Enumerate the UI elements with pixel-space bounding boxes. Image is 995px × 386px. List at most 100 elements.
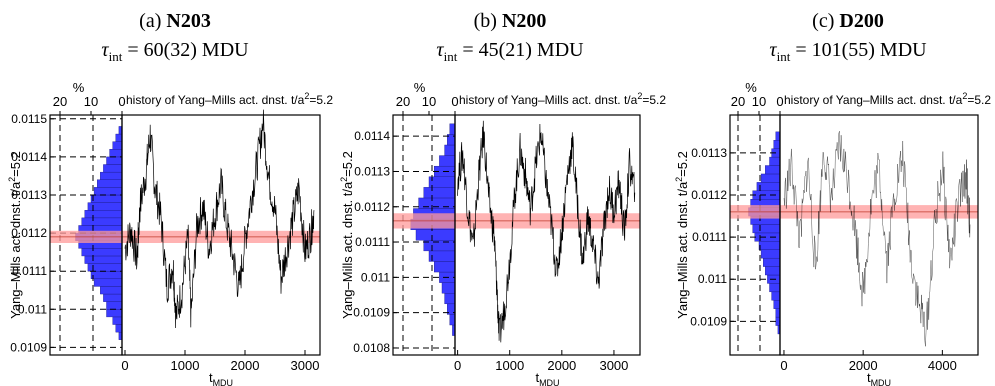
title-text: history of Yang–Mills act. dnst. t/a xyxy=(784,93,963,107)
y-tick-label: 0.0113 xyxy=(11,188,47,202)
x-tick-label: 0 xyxy=(121,358,128,373)
tau-symbol: τ xyxy=(101,39,109,61)
x-tick-label: 0 xyxy=(454,358,461,373)
tau-value: = 60(32) MDU xyxy=(122,39,249,61)
histogram-bar xyxy=(760,249,781,259)
y-tick-label: 0.0111 xyxy=(692,230,727,244)
hist-tick-label: 10 xyxy=(84,94,98,109)
x-tick-label: 2000 xyxy=(849,358,878,373)
history-frame xyxy=(121,114,321,356)
x-axis-label: tMDU xyxy=(209,370,233,386)
histogram-bar xyxy=(112,316,123,325)
y-tick-label: 0.0109 xyxy=(353,306,390,320)
histogram-bar xyxy=(449,123,456,135)
y-axis-label: Yang–Mills act. dnst. t/a2=5.2 xyxy=(7,151,23,319)
tau-symbol: τ xyxy=(436,39,444,61)
y-tick-label: 0.0112 xyxy=(11,226,47,240)
histogram-bar xyxy=(96,179,123,188)
histogram-bar xyxy=(109,149,123,158)
x-axis-label: tMDU xyxy=(535,370,559,386)
ylabel-text: Yang–Mills act. dnst. t/a xyxy=(340,181,355,319)
xlabel-subscript: MDU xyxy=(213,378,234,386)
title-superscript: 2 xyxy=(962,91,967,101)
histogram-bar xyxy=(81,248,123,257)
histogram-bar xyxy=(773,300,781,309)
histogram-bar xyxy=(93,278,123,287)
xlabel-subscript: MDU xyxy=(871,378,892,386)
title-text: history of Yang–Mills act. dnst. t/a xyxy=(126,93,305,107)
hist-percent-label: % xyxy=(745,80,757,95)
tau-int-label: τint = 45(21) MDU xyxy=(436,39,584,64)
y-tick-label: 0.0112 xyxy=(354,200,390,214)
histogram-bar xyxy=(441,282,456,294)
tau-subscript: int xyxy=(109,49,123,64)
histogram-bar xyxy=(775,316,781,326)
histogram-bar xyxy=(100,171,123,180)
histogram-bar xyxy=(84,255,123,264)
tau-subscript: int xyxy=(777,49,791,64)
y-tick-label: 0.0113 xyxy=(691,146,727,160)
xlabel-text: t xyxy=(209,370,213,385)
y-tick-label: 0.0115 xyxy=(11,112,47,126)
histogram-bar xyxy=(106,301,123,310)
ylabel-superscript: 2 xyxy=(339,177,349,182)
ylabel-tail: =5.2 xyxy=(675,151,690,177)
ylabel-tail: =5.2 xyxy=(8,151,23,177)
caption-letter: (b) xyxy=(474,10,502,32)
histogram-bar xyxy=(115,133,123,142)
y-tick-label: 0.0109 xyxy=(690,314,727,328)
tau-value: = 45(21) MDU xyxy=(457,39,584,61)
tau-int-label: τint = 101(55) MDU xyxy=(769,39,927,64)
y-tick-label: 0.0113 xyxy=(354,164,390,178)
ensemble-name: D200 xyxy=(839,10,883,32)
histogram-bar xyxy=(449,314,456,326)
x-tick-label: 3000 xyxy=(599,358,628,373)
panel-n200: (b) N200 τint = 45(21) MDU% 20 10 0 history o… xyxy=(339,10,666,386)
tau-int-label: τint = 60(32) MDU xyxy=(101,39,249,64)
histogram-bar xyxy=(775,131,781,141)
hist-tick-label: 0 xyxy=(118,94,125,109)
panel-caption: (b) N200 xyxy=(474,10,547,32)
title-superscript: 2 xyxy=(637,91,642,101)
histogram-bar xyxy=(81,217,123,226)
histogram-bar xyxy=(754,232,781,242)
histogram-bar xyxy=(760,173,781,183)
plot-title: history of Yang–Mills act. dnst. t/a2=5.… xyxy=(126,91,333,107)
ensemble-name: N200 xyxy=(502,10,546,32)
histogram-bar xyxy=(758,241,781,250)
plot-title: history of Yang–Mills act. dnst. t/a2=5.… xyxy=(459,91,666,107)
y-tick-label: 0.0114 xyxy=(354,129,390,143)
caption-letter: (a) xyxy=(139,10,166,32)
tau-value: = 101(55) MDU xyxy=(790,39,927,61)
histogram-bar xyxy=(415,229,456,241)
histogram-bar xyxy=(769,283,781,293)
hist-percent-label: % xyxy=(414,80,426,95)
histogram-bar xyxy=(439,155,456,167)
y-tick-label: 0.0108 xyxy=(353,341,390,355)
xlabel-subscript: MDU xyxy=(539,378,560,386)
histogram-bar xyxy=(765,165,781,175)
hist-tick-label: 20 xyxy=(396,94,410,109)
plot-title: history of Yang–Mills act. dnst. t/a2=5.… xyxy=(784,91,991,107)
panel-caption: (a) N203 xyxy=(139,10,211,32)
histogram-bar xyxy=(115,324,123,333)
y-axis-label: Yang–Mills act. dnst. t/a2=5.2 xyxy=(674,151,690,319)
histogram-bar xyxy=(100,286,123,295)
histogram-bar xyxy=(428,250,456,262)
panel-caption: (c) D200 xyxy=(812,10,884,32)
x-tick-label: 1000 xyxy=(495,358,524,373)
x-axis-label: tMDU xyxy=(867,370,891,386)
y-tick-label: 0.0111 xyxy=(12,264,47,278)
title-tail: =5.2 xyxy=(642,93,666,107)
hist-tick-label: 10 xyxy=(752,94,766,109)
history-series-line xyxy=(457,120,636,343)
caption-letter: (c) xyxy=(812,10,839,32)
x-tick-label: 3000 xyxy=(291,358,320,373)
y-tick-label: 0.0109 xyxy=(10,340,47,354)
histogram-bar xyxy=(103,164,123,173)
xlabel-text: t xyxy=(535,370,539,385)
hist-tick-label: 10 xyxy=(422,94,436,109)
